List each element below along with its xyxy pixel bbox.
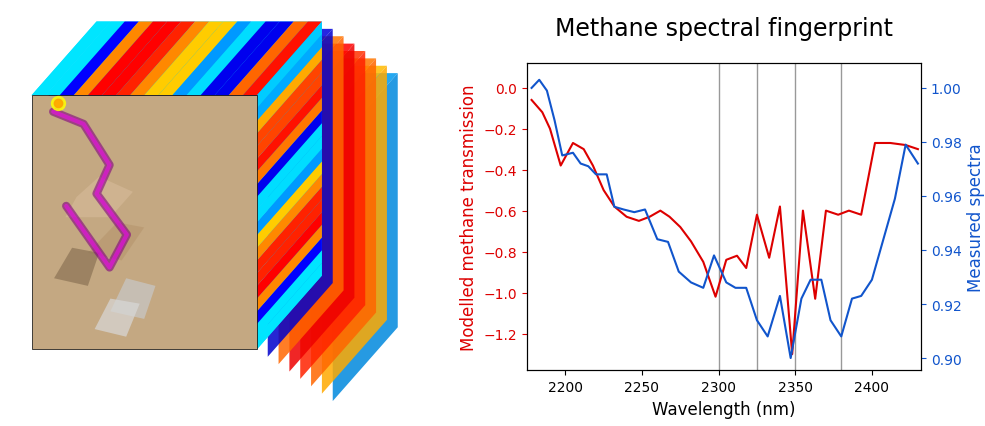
Polygon shape bbox=[172, 23, 251, 96]
X-axis label: Wavelength (nm): Wavelength (nm) bbox=[652, 400, 796, 418]
Polygon shape bbox=[322, 66, 387, 394]
Polygon shape bbox=[333, 74, 398, 401]
Polygon shape bbox=[60, 23, 139, 96]
Polygon shape bbox=[116, 23, 195, 96]
Polygon shape bbox=[102, 23, 181, 96]
Polygon shape bbox=[257, 175, 322, 261]
Polygon shape bbox=[110, 279, 156, 319]
Polygon shape bbox=[257, 238, 322, 324]
Polygon shape bbox=[257, 98, 322, 185]
Polygon shape bbox=[130, 23, 209, 96]
Polygon shape bbox=[257, 124, 322, 210]
Polygon shape bbox=[257, 187, 322, 273]
Polygon shape bbox=[229, 23, 308, 96]
Polygon shape bbox=[257, 149, 322, 236]
Polygon shape bbox=[64, 44, 355, 118]
Y-axis label: Measured spectra
(In plume/Out of plume): Measured spectra (In plume/Out of plume) bbox=[967, 118, 985, 317]
Polygon shape bbox=[32, 96, 257, 350]
Polygon shape bbox=[257, 86, 322, 172]
Polygon shape bbox=[257, 73, 322, 159]
Polygon shape bbox=[215, 23, 294, 96]
Polygon shape bbox=[159, 23, 237, 96]
Polygon shape bbox=[107, 74, 398, 147]
Polygon shape bbox=[257, 263, 322, 350]
Polygon shape bbox=[257, 136, 322, 223]
Polygon shape bbox=[75, 52, 365, 126]
Polygon shape bbox=[257, 213, 322, 299]
Polygon shape bbox=[54, 248, 99, 286]
Polygon shape bbox=[144, 23, 224, 96]
Polygon shape bbox=[32, 23, 110, 96]
Polygon shape bbox=[257, 111, 322, 198]
Polygon shape bbox=[257, 200, 322, 286]
Polygon shape bbox=[257, 35, 322, 121]
Y-axis label: Modelled methane transmission: Modelled methane transmission bbox=[460, 84, 478, 350]
Polygon shape bbox=[53, 37, 344, 111]
Polygon shape bbox=[88, 223, 144, 261]
Polygon shape bbox=[42, 30, 333, 104]
Polygon shape bbox=[257, 250, 322, 337]
Polygon shape bbox=[257, 48, 322, 134]
Polygon shape bbox=[257, 60, 322, 147]
Polygon shape bbox=[201, 23, 280, 96]
Polygon shape bbox=[186, 23, 266, 96]
Polygon shape bbox=[88, 23, 167, 96]
Polygon shape bbox=[300, 52, 365, 379]
Polygon shape bbox=[311, 59, 376, 386]
Polygon shape bbox=[279, 37, 344, 364]
Polygon shape bbox=[243, 23, 322, 96]
Polygon shape bbox=[65, 177, 133, 218]
Text: Methane spectral fingerprint: Methane spectral fingerprint bbox=[555, 17, 893, 41]
Polygon shape bbox=[257, 225, 322, 311]
Polygon shape bbox=[290, 44, 355, 371]
Polygon shape bbox=[257, 162, 322, 248]
Polygon shape bbox=[257, 23, 322, 350]
Polygon shape bbox=[95, 299, 140, 337]
Polygon shape bbox=[257, 23, 322, 109]
Polygon shape bbox=[97, 66, 387, 140]
Polygon shape bbox=[45, 23, 125, 96]
Polygon shape bbox=[86, 59, 376, 133]
Polygon shape bbox=[74, 23, 153, 96]
Polygon shape bbox=[32, 23, 322, 96]
Polygon shape bbox=[268, 30, 333, 357]
